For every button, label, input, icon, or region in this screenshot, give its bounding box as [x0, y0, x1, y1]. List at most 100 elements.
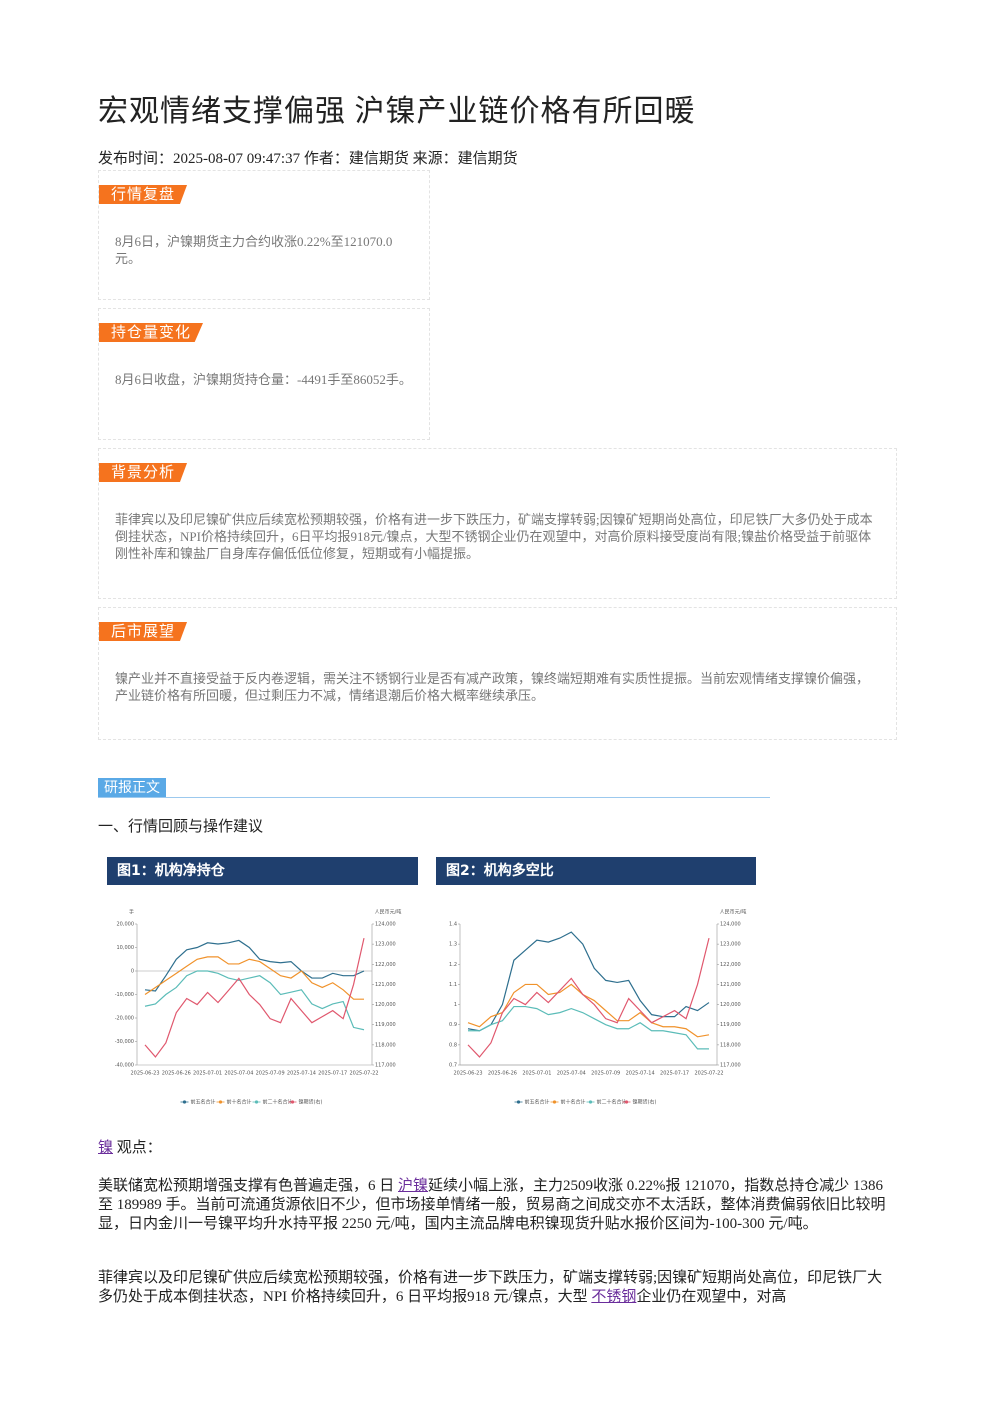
legend-label: 前五名合计: [191, 1099, 216, 1106]
y-tick-label: -40,000: [115, 1063, 134, 1069]
y2-tick-label: 122,000: [375, 962, 396, 968]
series-line: [467, 931, 710, 1032]
paragraph: 美联储宽松预期增强支撑有色普遍走强，6 日 沪镍延续小幅上涨，主力2509收涨 …: [98, 1177, 890, 1234]
y2-tick-label: 118,000: [375, 1042, 396, 1048]
legend-label: 镍期货(右): [633, 1099, 657, 1106]
chart-plot: 20,000 10,000 0 -10,000 -20,000 -30,000 -40,00…: [115, 909, 402, 1106]
y-tick-label: 1.1: [449, 982, 457, 988]
y-tick-label: 1.2: [449, 962, 457, 968]
legend-label: 镍期货(右): [299, 1099, 323, 1106]
x-tick-label: 2025-06-26: [488, 1071, 517, 1077]
series-line: [144, 939, 365, 992]
section-heading: 背景分析: [99, 463, 188, 482]
section-body: 菲律宾以及印尼镍矿供应后续宽松预期较强，价格有进一步下跌压力，矿端支撑转弱;因镍…: [115, 512, 873, 561]
view-heading: 镍 观点：: [98, 1139, 890, 1158]
y2-tick-label: 122,000: [720, 962, 741, 968]
y-tick-label: 20,000: [117, 922, 135, 928]
x-tick-label: 2025-07-09: [591, 1071, 620, 1077]
y2-tick-label: 119,000: [720, 1022, 741, 1028]
section: 背景分析 菲律宾以及印尼镍矿供应后续宽松预期较强，价格有进一步下跌压力，矿端支撑…: [98, 448, 897, 599]
y-tick-label: 1.4: [449, 922, 457, 928]
text: 企业仍在观望中，对高: [636, 1289, 787, 1305]
x-tick-label: 2025-07-17: [660, 1071, 689, 1077]
y-tick-label: 10,000: [117, 945, 135, 951]
x-tick-label: 2025-07-04: [224, 1071, 253, 1077]
series-line: [467, 937, 710, 1058]
section: 持仓量变化 8月6日收盘，沪镍期货持仓量：-4491手至86052手。: [98, 308, 430, 440]
legend-label: 前五名合计: [525, 1099, 550, 1106]
y2-axis-label: 人民币元/吨: [375, 909, 402, 916]
y-tick-label: 0.7: [449, 1063, 457, 1069]
x-tick-label: 2025-06-23: [453, 1071, 482, 1077]
y-tick-label: 1.3: [449, 942, 457, 948]
series-line: [468, 1005, 709, 1050]
text: 菲律宾以及印尼镍矿供应后续宽松预期较强，价格有进一步下跌压力，矿端支撑转弱;因镍…: [98, 1270, 883, 1305]
section-heading: 行情复盘: [99, 185, 188, 204]
y-tick-label: 0: [131, 969, 134, 975]
chart-plot: 0.7 0.8 0.9 1 1.1 1.2 1.3 1.4 117,000 118,000 119,…: [449, 909, 747, 1106]
report-tag: 研报正文: [98, 778, 166, 798]
section-heading: 后市展望: [99, 622, 188, 641]
x-tick-label: 2025-07-01: [193, 1071, 222, 1077]
chart-title: 图1：机构净持仓: [107, 857, 418, 885]
y2-tick-label: 121,000: [375, 982, 396, 988]
y-tick-label: 0.8: [449, 1042, 457, 1048]
y-tick-label: 0.9: [449, 1022, 457, 1028]
x-tick-label: 2025-07-22: [349, 1071, 378, 1077]
chart-title: 图2：机构多空比: [436, 857, 756, 885]
y2-tick-label: 121,000: [720, 982, 741, 988]
y2-tick-label: 119,000: [375, 1022, 396, 1028]
link[interactable]: 镍: [98, 1140, 114, 1156]
y2-tick-label: 120,000: [720, 1002, 741, 1008]
section-heading: 持仓量变化: [99, 323, 204, 342]
link[interactable]: 沪镍: [398, 1178, 429, 1194]
series-line: [144, 937, 365, 1058]
y2-axis-label: 人民币元/吨: [720, 909, 747, 916]
subtitle: 一、行情回顾与操作建议: [98, 819, 264, 835]
y-tick-label: -30,000: [115, 1039, 134, 1045]
y2-tick-label: 123,000: [375, 942, 396, 948]
legend-label: 前二十名合计: [597, 1099, 627, 1106]
x-tick-label: 2025-07-22: [694, 1071, 723, 1077]
y-tick-label: -20,000: [115, 1016, 134, 1022]
y2-tick-label: 120,000: [375, 1002, 396, 1008]
x-tick-label: 2025-07-17: [318, 1071, 347, 1077]
title: 宏观情绪支撑偏强 沪镍产业链价格有所回暖: [98, 95, 696, 128]
link[interactable]: 不锈钢: [591, 1289, 637, 1305]
section-body: 8月6日，沪镍期货主力合约收涨0.22%至121070.0元。: [115, 234, 393, 266]
x-tick-label: 2025-07-14: [287, 1071, 316, 1077]
x-tick-label: 2025-07-14: [626, 1071, 655, 1077]
divider: [98, 797, 770, 798]
y2-tick-label: 117,000: [720, 1063, 741, 1069]
meta: 发布时间：2025-08-07 09:47:37 作者：建信期货 来源：建信期货: [98, 151, 518, 167]
chart: 图1：机构净持仓 20,000 10,000 0 -10,000 -20,000 -30,…: [107, 857, 418, 1110]
y2-tick-label: 118,000: [720, 1042, 741, 1048]
legend-label: 前二十名合计: [263, 1099, 293, 1106]
legend-label: 前十名合计: [227, 1099, 252, 1106]
section: 行情复盘 8月6日，沪镍期货主力合约收涨0.22%至121070.0元。: [98, 170, 430, 300]
legend-label: 前十名合计: [561, 1099, 586, 1106]
paragraph: 菲律宾以及印尼镍矿供应后续宽松预期较强，价格有进一步下跌压力，矿端支撑转弱;因镍…: [98, 1269, 890, 1307]
y-axis-label: 手: [129, 909, 134, 916]
text: 延续小幅上涨，主力2509收涨 0.22%报 121070，指数总持仓减少 13…: [98, 1178, 886, 1232]
section-body: 镍产业并不直接受益于反内卷逻辑，需关注不锈钢行业是否有减产政策，镍终端短期难有实…: [115, 671, 870, 703]
y-tick-label: 1: [454, 1002, 457, 1008]
text: 美联储宽松预期增强支撑有色普遍走强，6 日: [98, 1178, 399, 1194]
section-body: 8月6日收盘，沪镍期货持仓量：-4491手至86052手。: [115, 372, 412, 387]
series-line: [467, 983, 710, 1038]
y2-tick-label: 123,000: [720, 942, 741, 948]
x-tick-label: 2025-07-01: [522, 1071, 551, 1077]
y2-tick-label: 117,000: [375, 1063, 396, 1069]
label: 观点：: [116, 1140, 162, 1156]
chart: 图2：机构多空比 0.7 0.8 0.9 1 1.1 1.2 1.3 1.4 117,000 11…: [436, 857, 756, 1110]
series-line: [144, 970, 365, 1031]
x-tick-label: 2025-07-09: [256, 1071, 285, 1077]
y2-tick-label: 124,000: [375, 922, 396, 928]
x-tick-label: 2025-06-26: [162, 1071, 191, 1077]
section: 后市展望 镍产业并不直接受益于反内卷逻辑，需关注不锈钢行业是否有减产政策，镍终端…: [98, 607, 897, 740]
series-line: [144, 956, 364, 1000]
y2-tick-label: 124,000: [720, 922, 741, 928]
y-tick-label: -10,000: [115, 992, 134, 998]
x-tick-label: 2025-07-04: [557, 1071, 586, 1077]
